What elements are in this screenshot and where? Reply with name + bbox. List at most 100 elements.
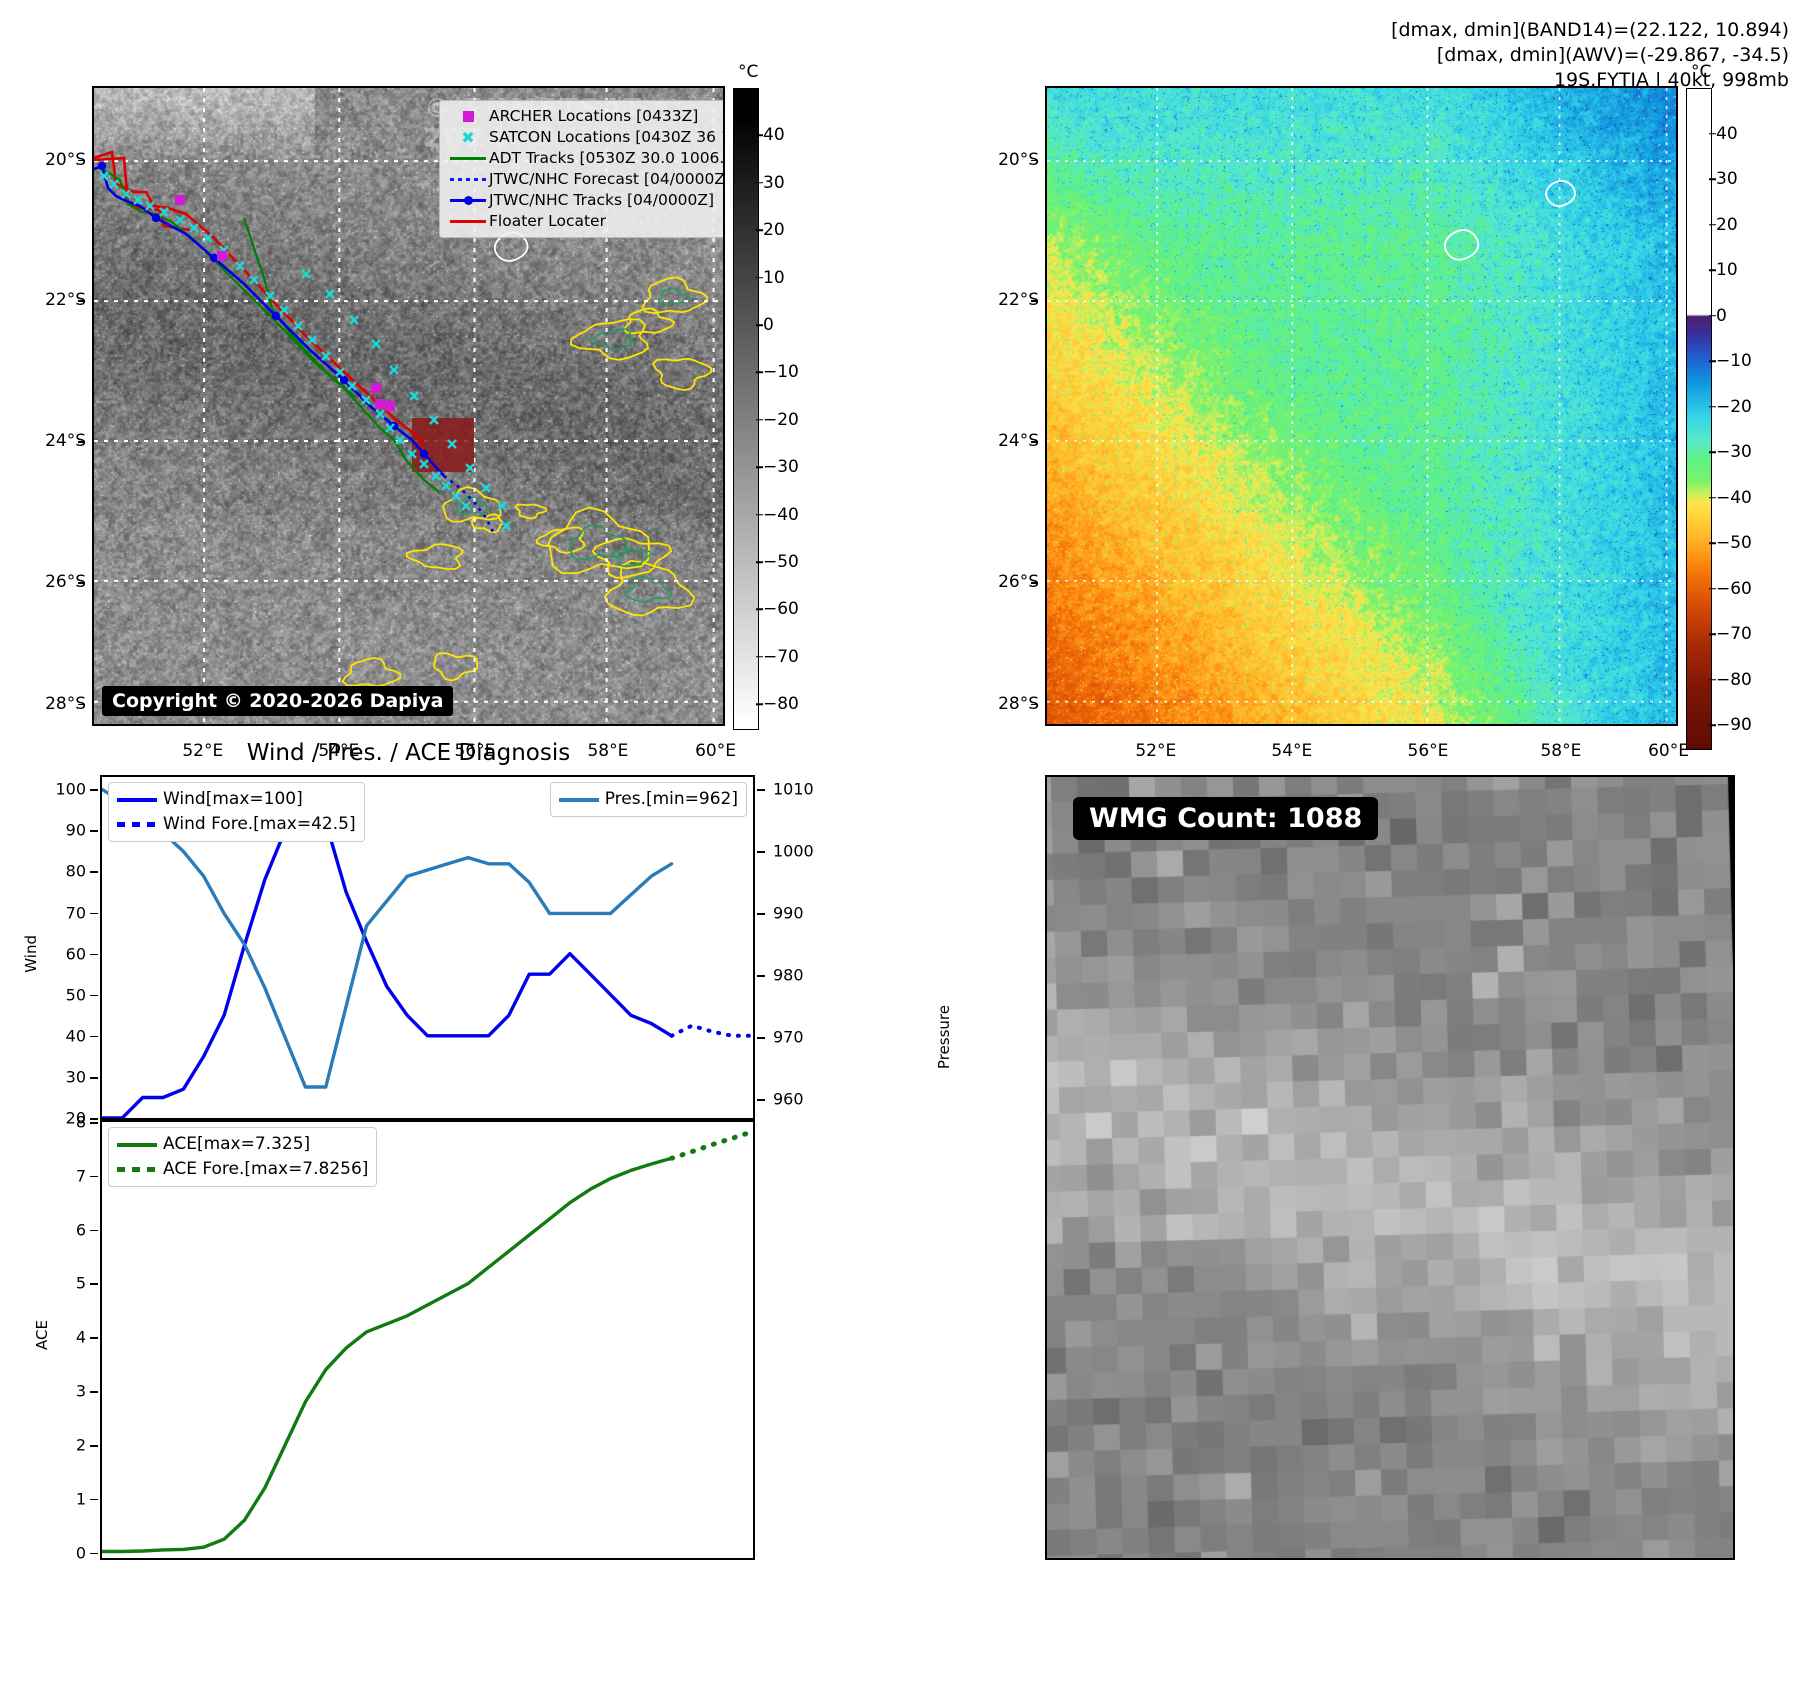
legend-label: JTWC/NHC Tracks [04/0000Z] — [489, 191, 715, 209]
legend-item-jtwc-tracks: JTWC/NHC Tracks [04/0000Z] — [447, 190, 723, 211]
ace-dotted-line-icon — [117, 1167, 163, 1172]
wind-y-axis: 20 30 40 50 60 70 80 90 100 — [40, 775, 98, 1128]
wind-axis-label: Wind — [22, 935, 40, 973]
colorbar-tick: 10 — [1716, 260, 1738, 281]
ace-tick: 4 — [75, 1327, 86, 1347]
enhanced-ir-grid-overlay — [1047, 88, 1676, 724]
legend-item-wind: Wind[max=100] — [117, 787, 356, 812]
colorbar-tick: 0 — [763, 315, 774, 336]
legend-label: Pres.[min=962] — [604, 789, 738, 809]
wind-dotted-line-icon — [117, 822, 163, 827]
colorbar-tick: −80 — [763, 694, 799, 715]
wind-tick: 80 — [65, 861, 86, 881]
lon-tick: 60°E — [695, 741, 736, 761]
legend-label: Wind Fore.[max=42.5] — [163, 814, 356, 834]
ir-colorbar-unit: °C — [738, 62, 759, 82]
lat-tick: 28°S — [998, 693, 1039, 714]
lat-tick: 28°S — [45, 693, 86, 714]
pressure-legend: Pres.[min=962] — [549, 782, 747, 817]
legend-label: ACE Fore.[max=7.8256] — [163, 1159, 369, 1179]
metadata-band14: [dmax, dmin](BAND14)=(22.122, 10.894) — [1391, 19, 1789, 41]
pressure-tick: 980 — [773, 965, 804, 985]
magenta-square-marker-icon — [447, 111, 489, 122]
colorbar-tick: −30 — [763, 457, 799, 478]
lon-tick: 58°E — [587, 741, 629, 761]
legend-label: ARCHER Locations [0433Z] — [489, 107, 699, 125]
colorbar-tick: −10 — [1716, 351, 1752, 372]
wind-tick: 40 — [65, 1026, 86, 1046]
lat-tick: 26°S — [45, 572, 86, 592]
lat-tick: 24°S — [45, 431, 86, 452]
wind-tick: 100 — [55, 779, 86, 799]
legend-label: Floater Locater — [489, 212, 606, 230]
enhanced-ir-panel[interactable] — [1045, 86, 1678, 726]
colorbar-tick: 40 — [1716, 123, 1738, 144]
wind-tick: 60 — [65, 944, 86, 964]
metadata-block: [dmax, dmin](BAND14)=(22.122, 10.894) [d… — [1391, 18, 1789, 93]
ace-y-axis: 0 1 2 3 4 5 6 7 8 — [40, 1113, 98, 1562]
legend-label: Wind[max=100] — [163, 789, 303, 809]
wind-legend: Wind[max=100] Wind Fore.[max=42.5] — [108, 782, 365, 842]
ir-track-overlay — [94, 88, 723, 724]
enhanced-ir-colorbar-gradient — [1686, 88, 1712, 750]
ace-tick: 1 — [75, 1489, 86, 1509]
lat-tick: 20°S — [998, 149, 1039, 170]
legend-item-wind-forecast: Wind Fore.[max=42.5] — [117, 812, 356, 837]
enhanced-ir-lon-axis: 52°E 54°E 56°E 58°E 60°E — [1045, 735, 1689, 765]
metadata-storm: 19S.FYTIA | 40kt, 998mb — [1553, 69, 1789, 91]
cyan-x-marker-icon: ✖ — [461, 127, 475, 147]
colorbar-tick: −10 — [763, 362, 799, 383]
pressure-tick: 990 — [773, 903, 804, 923]
colorbar-tick: 20 — [763, 220, 785, 241]
ace-chart[interactable]: ACE[max=7.325] ACE Fore.[max=7.8256] — [100, 1120, 755, 1560]
colorbar-tick: −80 — [1716, 669, 1752, 690]
legend-item-adt: ADT Tracks [0530Z 30.0 1006.8] — [447, 148, 723, 169]
ace-legend: ACE[max=7.325] ACE Fore.[max=7.8256] — [108, 1127, 378, 1187]
ir-lat-axis: 20°S 22°S 24°S 26°S 28°S — [30, 86, 86, 726]
legend-item-jtwc-forecast: JTWC/NHC Forecast [04/0000Z] — [447, 169, 725, 190]
wind-tick: 20 — [65, 1108, 86, 1128]
blue-dotted-line-icon — [447, 178, 489, 181]
wind-pressure-chart[interactable]: Wind[max=100] Wind Fore.[max=42.5] Pres.… — [100, 775, 755, 1120]
ir-colorbar-ticks: 40 30 20 10 0 −10 −20 −30 −40 −50 −60 −70 −80 — [756, 88, 823, 728]
wmg-image — [1047, 777, 1733, 1558]
legend-item-archer: ARCHER Locations [0433Z] — [447, 106, 723, 127]
wind-tick: 90 — [65, 820, 86, 840]
legend-item-ace: ACE[max=7.325] — [117, 1132, 368, 1157]
legend-item-pressure: Pres.[min=962] — [558, 787, 738, 812]
colorbar-tick: 20 — [1716, 214, 1738, 235]
ir-satellite-panel[interactable]: © EUMETSAT 2026 ARCHER Locations [0433Z]… — [92, 86, 725, 726]
colorbar-tick: −30 — [1716, 442, 1752, 463]
legend-item-ace-forecast: ACE Fore.[max=7.8256] — [117, 1157, 368, 1182]
colorbar-tick: 10 — [763, 267, 785, 288]
legend-label: JTWC/NHC Forecast [04/0000Z] — [489, 170, 725, 188]
ace-tick: 7 — [75, 1166, 86, 1186]
lat-tick: 20°S — [45, 149, 86, 170]
pressure-tick: 1000 — [773, 841, 814, 861]
lon-tick: 52°E — [182, 741, 224, 761]
enhanced-ir-lat-axis: 20°S 22°S 24°S 26°S 28°S — [983, 86, 1039, 726]
pressure-solid-line-icon — [558, 797, 605, 802]
wmg-count-badge: WMG Count: 1088 — [1073, 797, 1379, 840]
lon-tick: 58°E — [1540, 741, 1582, 761]
legend-label: SATCON Locations [0430Z 36 1000] — [489, 128, 723, 146]
ace-axis-label: ACE — [33, 1320, 51, 1350]
red-solid-line-icon — [447, 220, 489, 223]
wind-solid-line-icon — [117, 797, 163, 802]
wind-tick: 50 — [65, 985, 86, 1005]
pressure-tick: 970 — [773, 1027, 804, 1047]
wind-tick: 30 — [65, 1067, 86, 1087]
wmg-panel[interactable]: WMG Count: 1088 — [1045, 775, 1735, 1560]
legend-label: ACE[max=7.325] — [163, 1134, 311, 1154]
enhanced-ir-colorbar-ticks: 40 30 20 10 0 −10 −20 −30 −40 −50 −60 −70 −80 −90 — [1709, 88, 1786, 748]
colorbar-tick: −50 — [1716, 533, 1752, 554]
colorbar-tick: −40 — [1716, 487, 1752, 508]
colorbar-tick: 0 — [1716, 305, 1727, 326]
lon-tick: 54°E — [1271, 741, 1313, 761]
ir-colorbar-gradient — [733, 88, 759, 730]
pressure-y-axis: 960 970 980 990 1000 1010 — [757, 775, 847, 1120]
colorbar-tick: 30 — [1716, 169, 1738, 190]
blue-line-with-dot-icon — [447, 196, 489, 205]
colorbar-tick: −40 — [763, 504, 799, 525]
lat-tick: 24°S — [998, 431, 1039, 452]
